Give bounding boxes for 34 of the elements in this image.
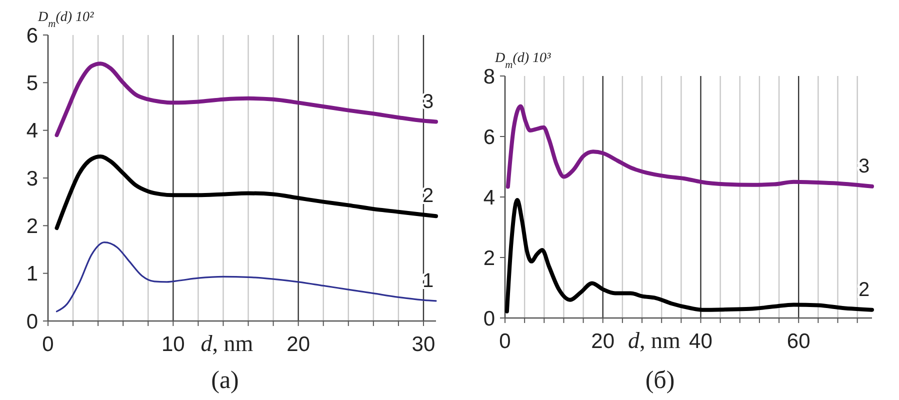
series-label: 1 bbox=[422, 270, 434, 292]
x-axis-title: d, nm bbox=[200, 331, 254, 356]
series-label: 2 bbox=[858, 278, 870, 301]
line-series bbox=[504, 198, 874, 314]
y-tick-label: 0 bbox=[26, 310, 38, 334]
x-tick-label: 40 bbox=[689, 330, 712, 353]
text: (a) bbox=[211, 367, 239, 394]
y-tick-label: 4 bbox=[26, 120, 38, 143]
y-tick-label: 2 bbox=[26, 215, 38, 238]
x-tick-label: 60 bbox=[786, 330, 810, 353]
y-tick-label: 2 bbox=[483, 246, 495, 270]
y-tick-label: 0 bbox=[483, 307, 495, 330]
line-series bbox=[54, 154, 438, 230]
x-tick-label: 0 bbox=[499, 330, 511, 353]
line-series bbox=[54, 62, 438, 138]
x-tick-label: 20 bbox=[591, 330, 615, 353]
y-axis-title: D$_{m}$(d) 10² bbox=[37, 10, 95, 30]
y-tick-label: 4 bbox=[483, 186, 496, 210]
x-tick-label: 30 bbox=[412, 333, 436, 356]
y-tick-label: 1 bbox=[26, 262, 38, 286]
x-tick-label: 10 bbox=[161, 333, 185, 356]
series-label: 3 bbox=[858, 155, 870, 178]
y-tick-label: 3 bbox=[26, 167, 38, 190]
text: (б) bbox=[645, 367, 675, 394]
x-tick-label: 20 bbox=[286, 333, 310, 356]
y-axis-title: D$_{m}$(d) 10³ bbox=[494, 51, 552, 70]
y-tick-label: 5 bbox=[26, 72, 38, 96]
line-series bbox=[506, 104, 874, 189]
line-series bbox=[56, 242, 437, 312]
y-tick-label: 6 bbox=[26, 24, 38, 48]
y-tick-label: 8 bbox=[483, 65, 495, 88]
x-axis-title: d, nm bbox=[628, 328, 681, 353]
y-tick-label: 6 bbox=[483, 126, 495, 149]
x-tick-label: 0 bbox=[42, 333, 54, 356]
